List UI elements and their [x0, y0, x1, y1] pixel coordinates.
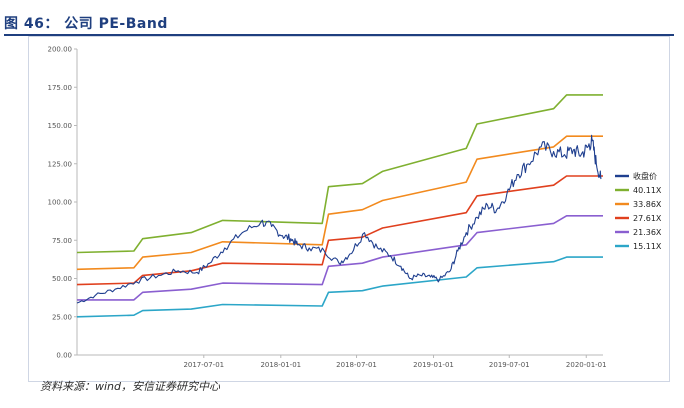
pe-band-chart: 0.00 25.00 50.00 75.00 100.00 125.00 150.00 175… [48, 46, 662, 370]
x-tick-label: 2019-01-01 [413, 361, 454, 369]
y-tick-label: 25.00 [52, 313, 72, 321]
legend-label: 21.36X [633, 228, 662, 237]
series-line-27.61X [76, 175, 603, 286]
y-tick-label: 50.00 [52, 275, 72, 283]
y-tick-label: 100.00 [48, 199, 73, 207]
series-line-21.36X [77, 215, 603, 301]
y-tick-label: 0.00 [56, 352, 72, 360]
legend-label: 收盘价 [633, 171, 657, 181]
series-line-15.11X [76, 256, 603, 318]
y-tick-label: 200.00 [48, 46, 73, 54]
legend-label: 33.86X [633, 200, 662, 209]
figure-title: 图 46： 公司 PE-Band [4, 16, 168, 32]
series-line-40.11X [76, 94, 603, 254]
legend-label: 40.11X [633, 186, 662, 195]
series-line-收盘价 [76, 134, 602, 304]
y-tick-label: 75.00 [52, 237, 72, 245]
y-tick-label: 125.00 [48, 160, 73, 168]
x-tick-label: 2020-01-01 [566, 361, 607, 369]
source-note: 资料来源：wind，安信证券研究中心 [40, 380, 221, 393]
x-tick-label: 2017-07-01 [183, 361, 224, 369]
y-tick-label: 175.00 [48, 84, 73, 92]
legend-label: 15.11X [633, 242, 662, 251]
legend-label: 27.61X [633, 214, 662, 223]
title-divider [4, 34, 674, 36]
series-line-33.86X [76, 135, 603, 271]
chart-frame: 0.00 25.00 50.00 75.00 100.00 125.00 150.00 175… [28, 36, 670, 382]
y-tick-label: 150.00 [48, 122, 73, 130]
x-tick-label: 2019-07-01 [489, 361, 530, 369]
x-tick-label: 2018-07-01 [336, 361, 377, 369]
x-tick-label: 2018-01-01 [260, 361, 301, 369]
